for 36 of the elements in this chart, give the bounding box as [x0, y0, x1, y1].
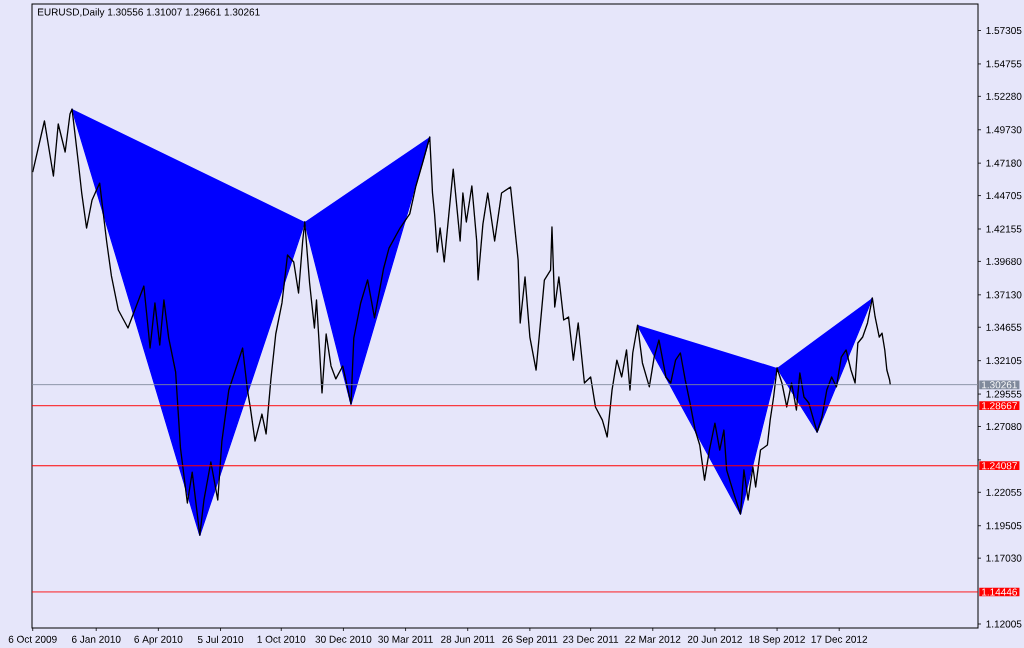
x-tick-label: 18 Sep 2012	[749, 635, 805, 645]
x-tick-label: 23 Dec 2011	[563, 635, 619, 643]
y-tick-label: 1.44705	[986, 192, 1022, 200]
x-tick-label: 30 Mar 2011	[378, 635, 433, 643]
y-tick-label: 1.47180	[986, 159, 1022, 167]
y-tick-label: 1.37130	[986, 291, 1022, 299]
y-tick-label: 1.22055	[986, 488, 1022, 496]
y-tick-label: 1.49730	[986, 126, 1022, 134]
y-tick-label: 1.57305	[986, 26, 1022, 35]
x-tick-label: 20 Jun 2012	[687, 635, 742, 643]
y-tick-label: 1.27080	[986, 422, 1022, 431]
x-tick-label: 28 Jun 2011	[441, 635, 495, 643]
x-tick-label: 26 Sep 2011	[502, 635, 558, 645]
x-tick-label: 5 Jul 2010	[197, 635, 244, 644]
y-tick-label: 1.17030	[986, 554, 1022, 562]
y-tick-label: 1.52280	[986, 92, 1022, 100]
x-tick-label: 6 Jan 2010	[71, 635, 121, 643]
y-tick-label: 1.29555	[986, 390, 1022, 398]
x-tick-label: 30 Dec 2010	[315, 635, 372, 643]
x-tick-label: 6 Apr 2010	[134, 635, 183, 645]
ref-line-label: 1.30261	[982, 381, 1017, 389]
y-tick-label: 1.54755	[986, 60, 1022, 68]
ref-line-label: 1.28667	[982, 402, 1017, 410]
y-tick-label: 1.12005	[986, 620, 1022, 628]
x-tick-label: 1 Oct 2010	[257, 635, 306, 643]
x-tick-label: 22 Mar 2012	[625, 635, 681, 643]
y-tick-label: 1.19505	[986, 522, 1022, 530]
y-tick-label: 1.34655	[986, 323, 1022, 331]
y-tick-label: 1.32105	[986, 357, 1022, 365]
x-tick-label: 6 Oct 2009	[8, 635, 57, 643]
ref-line-label: 1.14446	[982, 588, 1017, 596]
x-tick-label: 17 Dec 2012	[811, 635, 868, 643]
chart-title: EURUSD,Daily 1.30556 1.31007 1.29661 1.30261	[38, 8, 260, 18]
y-tick-label: 1.39680	[986, 257, 1022, 265]
y-tick-label: 1.42155	[986, 225, 1022, 233]
ref-line-label: 1.24087	[982, 462, 1017, 470]
